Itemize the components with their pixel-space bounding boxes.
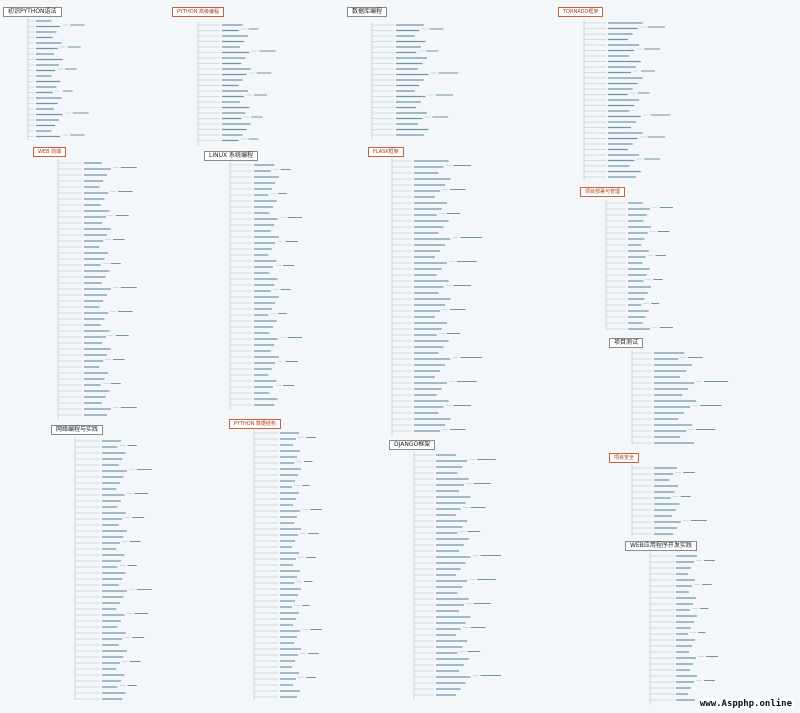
topic-linux[interactable]: LINUX 系统编程 xyxy=(204,151,259,161)
site-watermark: www.Aspphp.online xyxy=(697,698,794,710)
topic-database[interactable]: 数据库编程 xyxy=(347,7,388,17)
topic-project-deploy[interactable]: 项目部署与管理 xyxy=(580,187,626,197)
topic-web[interactable]: WEB 前端 xyxy=(33,147,67,157)
topic-project-security[interactable]: 项目安全 xyxy=(609,453,640,463)
topic-network[interactable]: 网络编程与实践 xyxy=(51,425,104,435)
topic-tornado[interactable]: TORNADO框架 xyxy=(558,7,604,17)
topic-webapp[interactable]: WEB应用程序开发实践 xyxy=(625,541,697,551)
topic-django[interactable]: DJANGO框架 xyxy=(389,440,436,450)
topic-flask[interactable]: FLASK框架 xyxy=(368,147,404,157)
topic-project-test[interactable]: 项目测试 xyxy=(609,338,644,348)
topic-data-structures[interactable]: PYTHON 数据结构 xyxy=(229,419,282,429)
topic-python-basics[interactable]: 初识PYTHON语法 xyxy=(3,7,62,17)
topic-python-advanced[interactable]: PYTHON 高级编程 xyxy=(172,7,225,17)
